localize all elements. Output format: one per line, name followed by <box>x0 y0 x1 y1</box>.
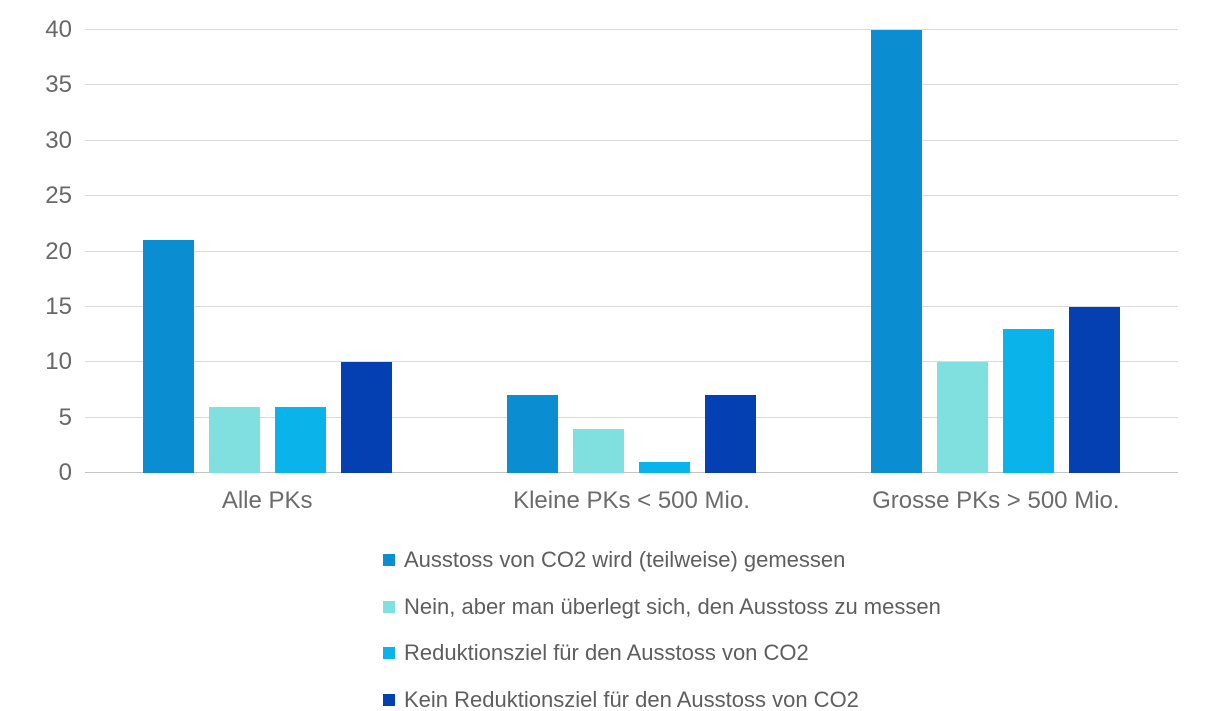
legend-label: Reduktionsziel für den Ausstoss von CO2 <box>404 640 809 666</box>
bar-series-3-category-1 <box>274 406 326 473</box>
x-category-label: Grosse PKs > 500 Mio. <box>872 487 1120 514</box>
y-tick-label: 20 <box>45 237 72 265</box>
x-category-label: Kleine PKs < 500 Mio. <box>513 487 750 514</box>
bar-series-2-category-2 <box>572 428 624 473</box>
y-tick-label: 10 <box>45 348 72 376</box>
legend-swatch-icon <box>383 693 395 706</box>
bar-series-3-category-3 <box>1003 329 1055 473</box>
bar-series-4-category-3 <box>1069 306 1121 473</box>
legend-swatch-icon <box>383 554 395 567</box>
legend-label: Kein Reduktionsziel für den Ausstoss von… <box>404 686 859 711</box>
bar-series-1-category-3 <box>871 30 923 473</box>
legend-label: Nein, aber man überlegt sich, den Aussto… <box>404 593 941 619</box>
legend-swatch-icon <box>383 600 395 613</box>
bar-group <box>449 30 813 473</box>
bar-group <box>814 30 1178 473</box>
legend-swatch-icon <box>383 647 395 660</box>
gridline <box>85 139 1178 141</box>
legend-item: Kein Reduktionsziel für den Ausstoss von… <box>383 677 941 711</box>
gridline <box>85 305 1178 307</box>
bar-series-2-category-3 <box>937 362 989 473</box>
y-tick-label: 30 <box>45 126 72 154</box>
gridline <box>85 361 1178 363</box>
legend-item: Reduktionsziel für den Ausstoss von CO2 <box>383 630 941 677</box>
gridline <box>85 29 1178 30</box>
gridline <box>85 250 1178 252</box>
y-tick-label: 35 <box>45 71 72 99</box>
gridline <box>85 416 1178 418</box>
x-axis-labels: Alle PKs Kleine PKs < 500 Mio. Grosse PKs … <box>85 487 1178 515</box>
bar-series-1-category-2 <box>506 395 558 473</box>
y-tick-label: 15 <box>45 292 72 320</box>
plot-area <box>85 29 1178 473</box>
y-tick-label: 0 <box>58 459 72 486</box>
legend-item: Ausstoss von CO2 wird (teilweise) gemess… <box>383 537 941 584</box>
gridline <box>85 195 1178 197</box>
bar-group <box>85 30 449 473</box>
gridline <box>85 84 1178 86</box>
legend-label: Ausstoss von CO2 wird (teilweise) gemess… <box>404 547 846 573</box>
bar-series-3-category-2 <box>638 461 690 473</box>
x-category-label: Alle PKs <box>221 487 313 514</box>
bar-groups <box>85 30 1178 473</box>
legend-item: Nein, aber man überlegt sich, den Aussto… <box>383 584 941 631</box>
y-tick-label: 25 <box>45 182 72 210</box>
y-tick-label: 5 <box>58 403 72 431</box>
x-axis-line <box>85 472 1178 473</box>
bar-series-1-category-1 <box>142 240 194 473</box>
bar-series-4-category-1 <box>340 362 392 473</box>
y-tick-label: 40 <box>45 16 72 43</box>
bar-series-2-category-1 <box>208 406 260 473</box>
bar-series-4-category-2 <box>704 395 756 473</box>
legend: Ausstoss von CO2 wird (teilweise) gemess… <box>383 537 941 711</box>
